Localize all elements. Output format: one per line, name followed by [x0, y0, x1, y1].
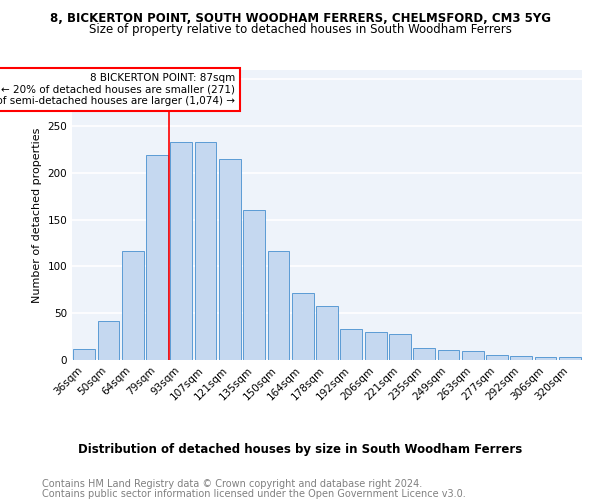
Bar: [316, 306, 338, 360]
Bar: [122, 250, 143, 360]
Text: 8 BICKERTON POINT: 87sqm
← 20% of detached houses are smaller (271)
79% of semi-: 8 BICKERTON POINT: 87sqm ← 20% of detach…: [0, 73, 235, 106]
Y-axis label: Number of detached properties: Number of detached properties: [32, 128, 42, 302]
Bar: [365, 332, 386, 360]
Bar: [340, 329, 362, 360]
Bar: [462, 350, 484, 360]
Text: Contains HM Land Registry data © Crown copyright and database right 2024.: Contains HM Land Registry data © Crown c…: [42, 479, 422, 489]
Bar: [486, 356, 508, 360]
Bar: [243, 210, 265, 360]
Bar: [97, 320, 119, 360]
Bar: [413, 348, 435, 360]
Bar: [146, 155, 168, 360]
Bar: [389, 334, 411, 360]
Bar: [268, 252, 289, 360]
Text: 8, BICKERTON POINT, SOUTH WOODHAM FERRERS, CHELMSFORD, CM3 5YG: 8, BICKERTON POINT, SOUTH WOODHAM FERRER…: [49, 12, 551, 26]
Text: Distribution of detached houses by size in South Woodham Ferrers: Distribution of detached houses by size …: [78, 442, 522, 456]
Bar: [194, 142, 217, 360]
Bar: [73, 349, 95, 360]
Bar: [437, 350, 460, 360]
Bar: [219, 159, 241, 360]
Bar: [535, 357, 556, 360]
Bar: [292, 292, 314, 360]
Text: Size of property relative to detached houses in South Woodham Ferrers: Size of property relative to detached ho…: [89, 22, 511, 36]
Bar: [559, 357, 581, 360]
Bar: [170, 142, 192, 360]
Text: Contains public sector information licensed under the Open Government Licence v3: Contains public sector information licen…: [42, 489, 466, 499]
Bar: [511, 356, 532, 360]
